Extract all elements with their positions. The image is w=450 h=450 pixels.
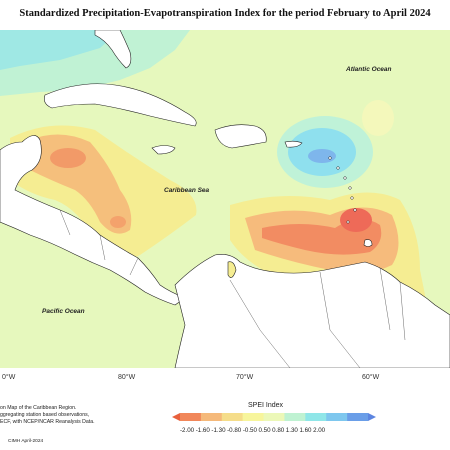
map-title: Standardized Precipitation-Evapotranspir…: [19, 8, 431, 19]
legend-ticks: -2.00 -1.60 -1.30 -0.80 -0.50 0.50 0.80 1.30 1.6…: [180, 427, 327, 434]
pacific-ocean-label: Pacific Ocean: [42, 308, 85, 315]
legend-colorbar: [172, 413, 376, 421]
legend-tick-label: 1.30: [285, 427, 298, 434]
legend-tick-label: 0.80: [272, 427, 285, 434]
atlantic-ocean-label: Atlantic Ocean: [346, 66, 392, 73]
lake-maracaibo: [227, 261, 237, 278]
legend-tick-label: 1.60: [299, 427, 312, 434]
legend-swatch: [242, 413, 264, 421]
footer-credit: CIMH April-2024: [8, 439, 44, 444]
credit-line-2: ggregating station based observations,: [0, 412, 90, 418]
legend-swatch: [284, 413, 306, 421]
lon-label-90w: 0°W: [2, 374, 16, 381]
land-masses: [0, 30, 450, 368]
wet-core-antilles: [308, 149, 336, 163]
spei-map: [0, 30, 450, 368]
dry-patch-atlantic: [362, 100, 394, 136]
lon-label-70w: 70°W: [236, 374, 254, 381]
legend-tick-label: -1.60: [195, 427, 210, 434]
puerto-rico: [284, 140, 303, 148]
legend-swatch: [172, 413, 180, 421]
cuba: [44, 83, 197, 127]
trinidad: [363, 239, 373, 247]
lesser-antilles: [328, 156, 357, 224]
dry-core-nicaragua: [110, 216, 126, 228]
legend-swatch: [347, 413, 369, 421]
legend-tick-label: 2.00: [313, 427, 326, 434]
legend-swatch: [305, 413, 327, 421]
caribbean-sea-label: Caribbean Sea: [164, 187, 210, 194]
hispaniola: [214, 124, 267, 149]
dry-core-west-caribbean: [50, 148, 86, 168]
credit-line-3: ECF, with NCEP/NCAR Reanalysis Data.: [0, 419, 95, 425]
lon-label-80w: 80°W: [118, 374, 136, 381]
south-america: [174, 254, 450, 368]
legend-swatch: [200, 413, 223, 421]
wet-core-northwest: [0, 30, 120, 70]
legend-tick-label: -2.00: [180, 427, 195, 434]
lon-label-60w: 60°W: [362, 374, 380, 381]
legend-tick-label: -1.30: [211, 427, 226, 434]
legend-tick-label: -0.80: [227, 427, 242, 434]
legend-swatch: [180, 413, 202, 421]
jamaica: [151, 145, 176, 155]
dry-core-trinidad: [340, 208, 372, 232]
country-borders: [59, 209, 406, 368]
legend-swatch: [263, 413, 285, 421]
legend-title: SPEI Index: [248, 402, 284, 409]
credit-line-1: on Map of the Caribbean Region.: [0, 405, 77, 411]
legend-swatch: [326, 413, 348, 421]
legend-tick-label: -0.50: [242, 427, 257, 434]
map-canvas: [0, 30, 450, 368]
legend-swatch: [221, 413, 243, 421]
legend-swatch: [368, 413, 376, 421]
legend-tick-label: 0.50: [258, 427, 271, 434]
florida: [94, 30, 132, 69]
